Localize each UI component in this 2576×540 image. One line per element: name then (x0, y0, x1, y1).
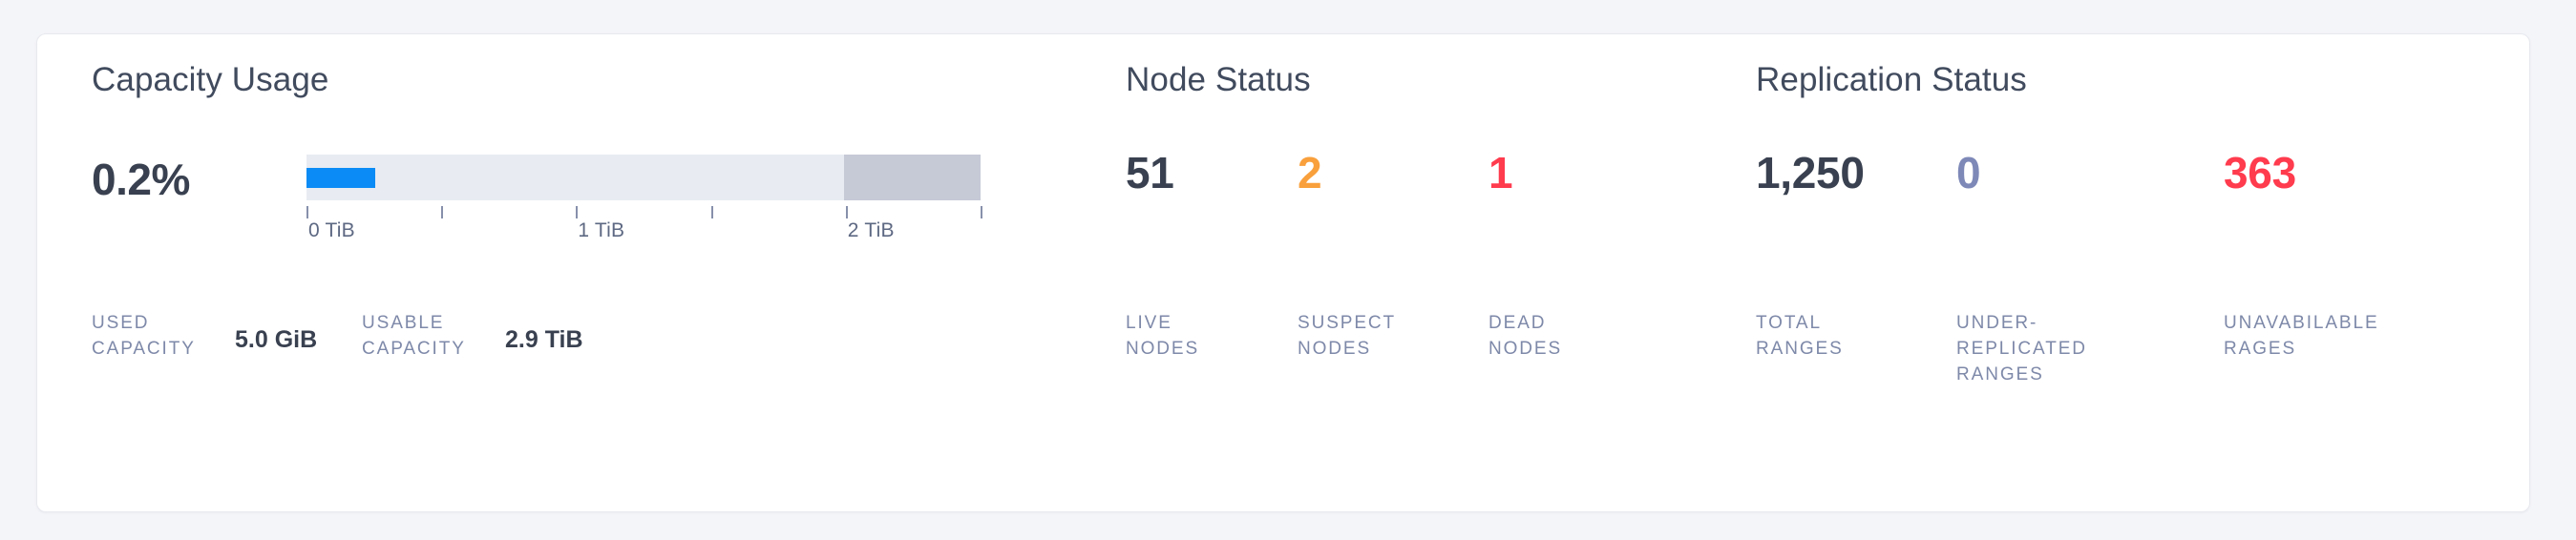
capacity-axis-tick (306, 206, 308, 218)
capacity-axis-tick (710, 206, 713, 218)
capacity-usage-percent: 0.2% (92, 155, 190, 204)
capacity-usage-chart: 0 TiB 1 TiB 2 TiB (306, 155, 982, 241)
capacity-axis-tick (441, 206, 444, 218)
under-replicated-ranges-label: Under- Replicated Ranges (1956, 313, 2087, 384)
capacity-bar-unusable-segment (844, 155, 981, 200)
used-capacity-value: 5.0 GiB (235, 326, 318, 353)
dead-nodes-value: 1 (1489, 148, 1513, 197)
suspect-nodes-label: Suspect Nodes (1298, 313, 1397, 359)
metric-live-nodes: 51 Live Nodes (1126, 148, 1197, 359)
capacity-usage-title: Capacity Usage (92, 61, 329, 98)
live-nodes-value: 51 (1126, 148, 1174, 197)
metric-dead-nodes: 1 Dead Nodes (1489, 148, 1560, 359)
replication-status-panel: Replication Status 1,250 Total Ranges 0 … (1699, 34, 2531, 511)
replication-status-title: Replication Status (1756, 61, 2027, 98)
used-capacity-label: Used Capacity (92, 313, 196, 359)
unavailable-ranges-label: Unavabilable Rages (2224, 313, 2379, 359)
capacity-usage-panel: Capacity Usage 0.2% 0 TiB 1 TiB 2 TiB Used… (37, 34, 1068, 511)
capacity-axis-tick (576, 206, 579, 218)
usable-capacity-stat: Usable Capacity 2.9 TiB (362, 311, 583, 363)
capacity-axis-label: 2 TiB (847, 219, 895, 241)
unavailable-ranges-value: 363 (2224, 148, 2296, 197)
node-status-panel: Node Status 51 Live Nodes 2 Suspect Node… (1068, 34, 1699, 511)
metric-total-ranges: 1,250 Total Ranges (1756, 148, 1865, 359)
capacity-axis-tick (981, 206, 982, 218)
total-ranges-value: 1,250 (1756, 148, 1865, 197)
metric-under-replicated-ranges: 0 Under- Replicated Ranges (1956, 148, 2085, 384)
dead-nodes-label: Dead Nodes (1489, 313, 1563, 359)
under-replicated-ranges-value: 0 (1956, 148, 1981, 197)
capacity-bar-used-fill (306, 168, 375, 188)
capacity-axis-label: 1 TiB (578, 219, 625, 241)
metric-suspect-nodes: 2 Suspect Nodes (1298, 148, 1394, 359)
live-nodes-label: Live Nodes (1126, 313, 1200, 359)
node-status-title: Node Status (1126, 61, 1311, 98)
capacity-axis-label: 0 TiB (308, 219, 355, 241)
metric-unavailable-ranges: 363 Unavabilable Rages (2224, 148, 2377, 359)
capacity-axis-tick (845, 206, 848, 218)
used-capacity-stat: Used Capacity 5.0 GiB (92, 311, 317, 363)
usable-capacity-label: Usable Capacity (362, 313, 466, 359)
suspect-nodes-value: 2 (1298, 148, 1322, 197)
capacity-bar-track (306, 155, 981, 200)
cluster-summary-card: Capacity Usage 0.2% 0 TiB 1 TiB 2 TiB Used… (36, 33, 2530, 512)
total-ranges-label: Total Ranges (1756, 313, 1844, 359)
usable-capacity-value: 2.9 TiB (505, 326, 583, 353)
